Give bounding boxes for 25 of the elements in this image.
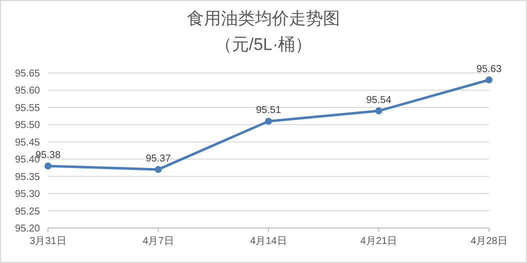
- data-label: 95.37: [146, 153, 172, 164]
- point: [154, 166, 162, 173]
- x-tick-label: 4月7日: [142, 236, 174, 247]
- y-tick-label: 95.30: [14, 189, 40, 200]
- chart-subtitle: （元/5L·桶）: [214, 35, 312, 54]
- x-tick-label: 3月31日: [30, 236, 66, 247]
- point: [265, 118, 272, 125]
- y-tick-label: 95.25: [14, 206, 40, 218]
- data-label: 95.51: [256, 105, 282, 116]
- y-tick-label: 95.65: [14, 68, 40, 80]
- data-label: 95.54: [366, 94, 392, 106]
- point: [486, 76, 492, 84]
- y-tick-label: 95.50: [14, 120, 40, 132]
- x-tick-label: 4月28日: [470, 236, 508, 247]
- point: [375, 107, 382, 114]
- y-tick-label: 95.35: [14, 172, 40, 183]
- y-tick-label: 95.45: [14, 137, 40, 148]
- x-tick-label: 4月14日: [250, 236, 287, 247]
- x-tick-label: 4月21日: [360, 236, 398, 247]
- data-label: 95.63: [476, 64, 502, 75]
- y-tick-label: 95.20: [14, 224, 40, 234]
- y-tick-label: 95.55: [14, 102, 40, 114]
- y-tick-label: 95.60: [14, 86, 40, 97]
- chart-title: 食用油类均价走势图: [187, 9, 340, 28]
- point: [44, 162, 52, 170]
